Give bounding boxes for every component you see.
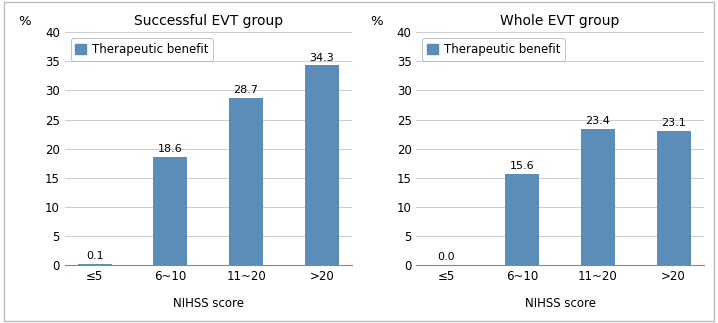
Bar [581,129,615,265]
Text: 34.3: 34.3 [309,53,334,63]
Text: 23.1: 23.1 [661,118,686,128]
Legend: Therapeutic benefit: Therapeutic benefit [70,38,213,61]
Bar [505,174,539,265]
Bar [154,157,187,265]
Text: 0.1: 0.1 [86,251,103,261]
Bar [304,66,339,265]
Title: Successful EVT group: Successful EVT group [134,14,283,28]
Text: %: % [19,15,32,28]
Text: 23.4: 23.4 [585,116,610,126]
Bar [78,264,112,265]
Text: 15.6: 15.6 [510,161,534,171]
Text: NIHSS score: NIHSS score [173,297,243,310]
Text: 28.7: 28.7 [233,85,258,95]
Legend: Therapeutic benefit: Therapeutic benefit [422,38,565,61]
Text: NIHSS score: NIHSS score [525,297,595,310]
Bar [229,98,263,265]
Text: %: % [370,15,383,28]
Text: 18.6: 18.6 [158,144,183,154]
Title: Whole EVT group: Whole EVT group [500,14,620,28]
Bar [656,130,691,265]
Text: 0.0: 0.0 [438,252,455,262]
